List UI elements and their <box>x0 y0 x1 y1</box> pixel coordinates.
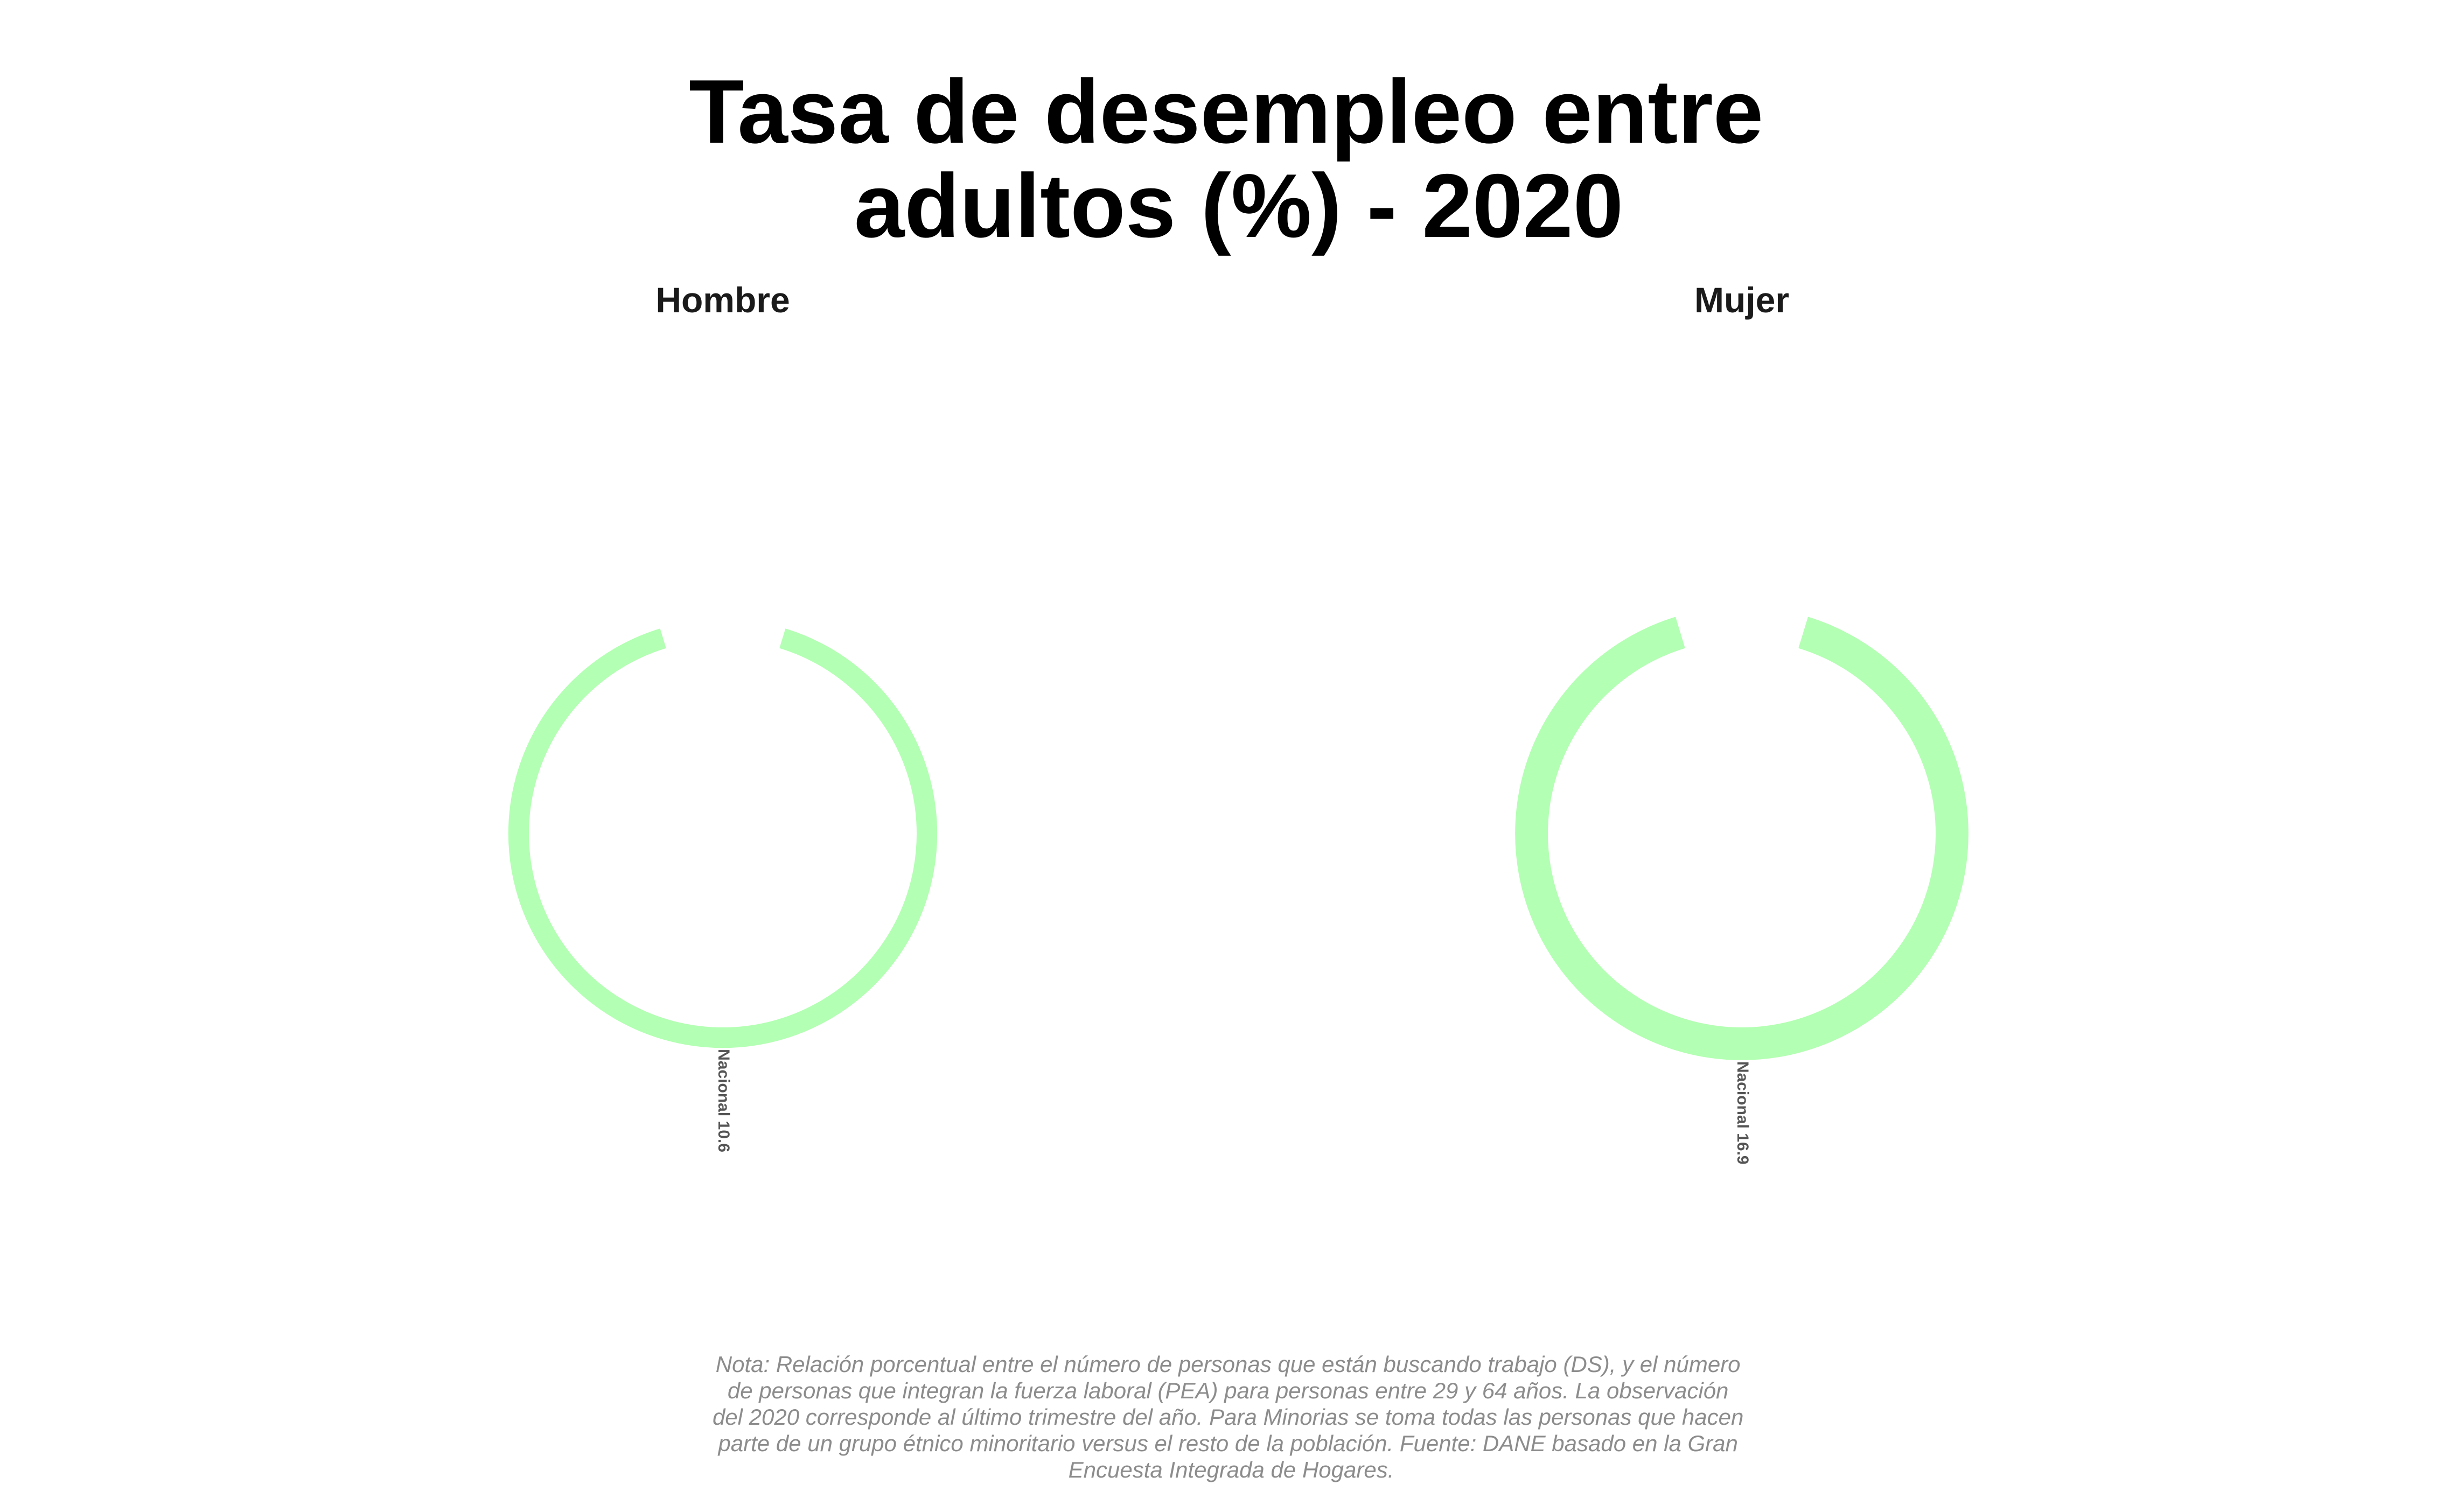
note-line-3: del 2020 corresponde al último trimestre… <box>713 1404 1743 1430</box>
ring-bar-hombre-nacional <box>508 628 938 1048</box>
chart-title: Tasa de desempleo entre adultos (%) - 20… <box>689 61 1789 256</box>
panel-label-mujer: Mujer <box>1694 280 1789 320</box>
panel-label-hombre: Hombre <box>655 280 790 320</box>
bar-label-mujer: Nacional 16.9 <box>1734 1061 1751 1165</box>
note-line-1: Nota: Relación porcentual entre el númer… <box>716 1352 1741 1377</box>
note-line-2: de personas que integran la fuerza labor… <box>728 1378 1729 1403</box>
note-line-5: Encuesta Integrada de Hogares. <box>1069 1457 1394 1482</box>
note-line-4: parte de un grupo étnico minoritario ver… <box>717 1431 1737 1456</box>
bar-label-hombre: Nacional 10.6 <box>715 1049 732 1152</box>
ring-bar-mujer-nacional <box>1515 617 1969 1060</box>
note-text: Nota: Relación porcentual entre el númer… <box>713 1352 1750 1482</box>
chart-title-line-1: Tasa de desempleo entre <box>689 61 1763 162</box>
chart-title-line-2: adultos (%) - 2020 <box>854 155 1623 256</box>
